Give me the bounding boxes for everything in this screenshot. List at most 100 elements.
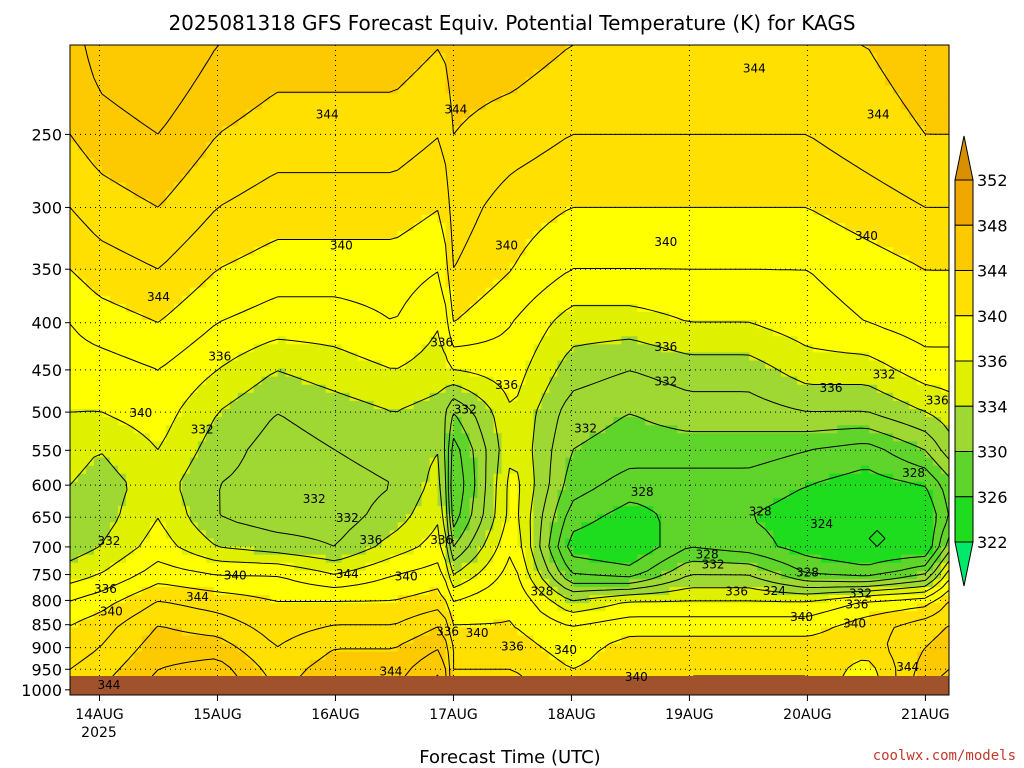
heatmap-cell (885, 320, 894, 329)
heatmap-cell (669, 271, 678, 281)
heatmap-cell (405, 311, 415, 321)
heatmap-cell (325, 287, 335, 297)
heatmap-cell (765, 287, 774, 297)
heatmap-cell (309, 166, 319, 176)
heatmap-cell (381, 206, 391, 216)
heatmap-cell (709, 206, 718, 216)
heatmap-cell (813, 255, 822, 265)
heatmap-cell (877, 263, 886, 273)
heatmap-cell (869, 311, 878, 321)
heatmap-cell (925, 239, 934, 248)
heatmap-cell (285, 222, 295, 232)
heatmap-cell (773, 392, 782, 402)
heatmap-cell (669, 247, 678, 256)
heatmap-cell (245, 206, 255, 216)
heatmap-cell (309, 287, 319, 297)
heatmap-cell (773, 53, 782, 62)
heatmap-cell (813, 352, 822, 362)
heatmap-cell (701, 255, 710, 265)
heatmap-cell (517, 255, 527, 265)
heatmap-cell (845, 328, 854, 337)
heatmap-cell (709, 255, 718, 265)
heatmap-cell (309, 295, 319, 305)
heatmap-cell (413, 328, 423, 337)
heatmap-cell (693, 182, 702, 192)
heatmap-cell (941, 85, 950, 95)
heatmap-cell (181, 198, 191, 208)
heatmap-cell (525, 158, 535, 167)
heatmap-cell (493, 133, 503, 143)
heatmap-cell (549, 287, 559, 297)
heatmap-cell (269, 400, 279, 410)
heatmap-cell (109, 45, 119, 54)
heatmap-cell (717, 344, 726, 354)
heatmap-cell (517, 336, 527, 345)
heatmap-cell (317, 158, 327, 167)
heatmap-cell (869, 336, 878, 345)
heatmap-cell (709, 166, 718, 176)
heatmap-cell (909, 174, 918, 184)
heatmap-cell (237, 182, 247, 192)
heatmap-cell (429, 53, 439, 62)
heatmap-cell (621, 77, 630, 87)
heatmap-cell (893, 271, 902, 281)
heatmap-cell (493, 45, 503, 54)
heatmap-cell (557, 328, 567, 337)
heatmap-cell (181, 409, 191, 418)
heatmap-cell (781, 53, 790, 62)
heatmap-cell (509, 320, 519, 329)
heatmap-cell (621, 231, 630, 240)
heatmap-cell (389, 166, 399, 176)
heatmap-cell (157, 69, 167, 78)
heatmap-cell (533, 158, 543, 167)
heatmap-cell (101, 303, 111, 313)
heatmap-cell (925, 93, 934, 103)
heatmap-cell (933, 360, 942, 370)
heatmap-cell (333, 360, 343, 370)
heatmap-cell (597, 93, 606, 103)
heatmap-cell (309, 344, 319, 354)
heatmap-cell (413, 158, 423, 167)
heatmap-cell (349, 231, 359, 240)
heatmap-cell (453, 303, 463, 313)
heatmap-cell (789, 352, 798, 362)
heatmap-cell (845, 150, 854, 159)
heatmap-cell (581, 392, 591, 402)
heatmap-cell (293, 400, 303, 410)
heatmap-cell (293, 320, 303, 329)
heatmap-cell (693, 303, 702, 313)
heatmap-cell (149, 376, 159, 386)
heatmap-cell (413, 125, 423, 135)
heatmap-cell (861, 352, 870, 362)
heatmap-cell (269, 166, 279, 176)
heatmap-cell (197, 328, 207, 337)
heatmap-cell (941, 77, 950, 87)
heatmap-cell (573, 133, 583, 143)
heatmap-cell (181, 125, 191, 135)
heatmap-cell (493, 150, 503, 159)
heatmap-cell (653, 222, 662, 232)
heatmap-cell (101, 222, 111, 232)
heatmap-cell (421, 93, 431, 103)
heatmap-cell (797, 392, 806, 402)
heatmap-cell (269, 222, 279, 232)
heatmap-cell (277, 239, 287, 248)
heatmap-cell (653, 255, 662, 265)
heatmap-cell (629, 166, 638, 176)
heatmap-cell (717, 303, 726, 313)
heatmap-cell (893, 125, 902, 135)
heatmap-cell (349, 69, 359, 78)
heatmap-cell (829, 109, 838, 119)
heatmap-cell (717, 279, 726, 289)
heatmap-cell (605, 328, 614, 337)
heatmap-cell (485, 77, 495, 87)
heatmap-cell (493, 271, 503, 281)
heatmap-cell (493, 239, 503, 248)
heatmap-cell (325, 400, 335, 410)
heatmap-cell (405, 255, 415, 265)
heatmap-cell (541, 77, 551, 87)
heatmap-cell (485, 231, 495, 240)
heatmap-cell (125, 400, 135, 410)
heatmap-cell (717, 77, 726, 87)
heatmap-cell (373, 279, 383, 289)
